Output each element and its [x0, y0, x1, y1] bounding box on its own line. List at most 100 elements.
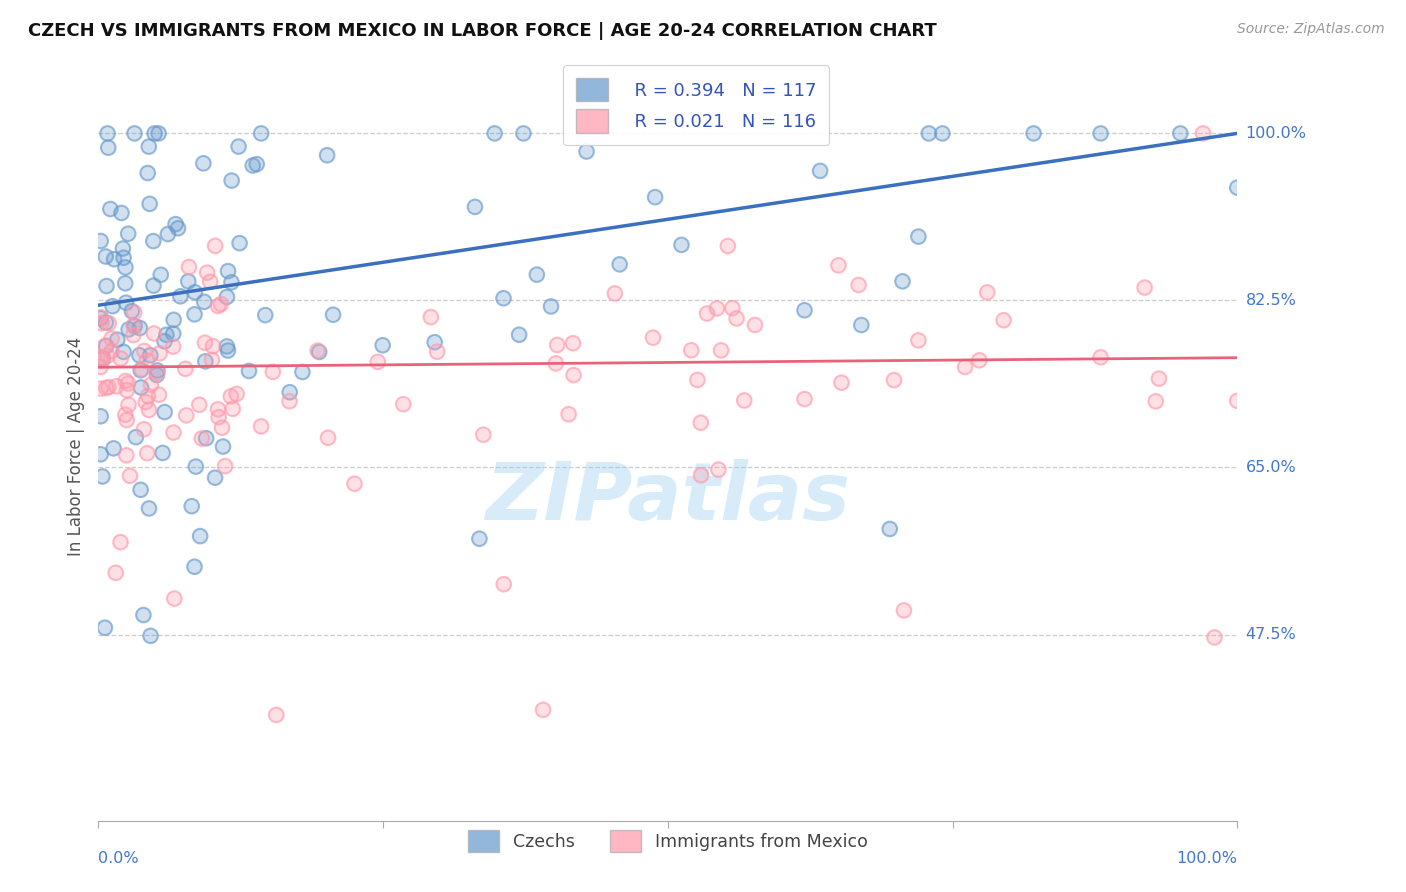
Point: [90, 234, 112, 248]
Text: 0.0%: 0.0%: [98, 851, 139, 866]
Point: [222, 401, 245, 416]
Point: [112, 251, 135, 265]
Point: [546, 338, 568, 352]
Point: [118, 468, 141, 483]
Point: [128, 321, 150, 335]
Point: [117, 376, 139, 391]
Point: [246, 157, 269, 171]
Point: [129, 363, 152, 377]
Point: [808, 164, 831, 178]
Point: [212, 440, 235, 454]
Point: [188, 529, 211, 543]
Point: [156, 227, 179, 241]
Point: [228, 236, 250, 251]
Point: [149, 268, 172, 282]
Point: [544, 356, 567, 370]
Point: [162, 425, 184, 440]
Point: [690, 468, 713, 483]
Point: [194, 354, 217, 368]
Point: [1090, 351, 1112, 365]
Point: [153, 334, 176, 349]
Point: [90, 382, 112, 396]
Point: [94, 339, 117, 353]
Point: [139, 629, 162, 643]
Point: [793, 303, 815, 318]
Point: [641, 331, 664, 345]
Point: [221, 173, 243, 187]
Point: [136, 446, 159, 460]
Text: 100.0%: 100.0%: [1177, 851, 1237, 866]
Point: [138, 501, 160, 516]
Point: [609, 257, 631, 271]
Text: 65.0%: 65.0%: [1246, 460, 1296, 475]
Point: [163, 313, 186, 327]
Point: [689, 416, 711, 430]
Point: [174, 409, 197, 423]
Point: [316, 148, 339, 162]
Point: [163, 313, 186, 327]
Point: [162, 326, 184, 341]
Point: [96, 339, 118, 353]
Point: [94, 316, 117, 330]
Point: [710, 343, 733, 358]
Point: [148, 388, 170, 402]
Point: [184, 459, 207, 474]
Point: [114, 374, 136, 388]
Point: [641, 331, 664, 345]
Point: [156, 227, 179, 241]
Point: [96, 349, 118, 363]
Point: [103, 442, 125, 456]
Point: [225, 387, 247, 401]
Point: [148, 127, 170, 141]
Point: [94, 250, 117, 264]
Point: [793, 303, 815, 318]
Point: [706, 301, 728, 316]
Point: [128, 348, 150, 362]
Point: [250, 127, 273, 141]
Text: Source: ZipAtlas.com: Source: ZipAtlas.com: [1237, 22, 1385, 37]
Point: [195, 431, 218, 445]
Point: [562, 368, 585, 383]
Point: [162, 340, 184, 354]
Point: [184, 285, 207, 300]
Point: [177, 260, 200, 274]
Point: [671, 238, 693, 252]
Point: [153, 405, 176, 419]
Point: [131, 362, 153, 376]
Point: [426, 344, 449, 359]
Point: [94, 621, 117, 635]
Point: [266, 707, 288, 722]
Point: [207, 299, 229, 313]
Point: [125, 430, 148, 444]
Point: [721, 301, 744, 315]
Point: [562, 368, 585, 383]
Point: [96, 339, 118, 353]
Point: [117, 322, 139, 336]
Point: [214, 459, 236, 474]
Point: [183, 307, 205, 321]
Point: [492, 291, 515, 305]
Point: [188, 398, 211, 412]
Point: [146, 367, 169, 381]
Point: [146, 368, 169, 382]
Point: [184, 459, 207, 474]
Point: [316, 431, 339, 445]
Point: [90, 316, 112, 330]
Point: [177, 274, 200, 288]
Point: [848, 277, 870, 292]
Point: [492, 577, 515, 591]
Point: [135, 395, 157, 409]
Point: [139, 629, 162, 643]
Point: [851, 318, 873, 332]
Point: [162, 326, 184, 341]
Point: [907, 334, 929, 348]
Point: [134, 344, 156, 359]
Point: [851, 318, 873, 332]
Point: [103, 252, 125, 267]
Point: [183, 559, 205, 574]
Point: [883, 373, 905, 387]
Point: [710, 343, 733, 358]
Point: [110, 206, 132, 220]
Point: [848, 277, 870, 292]
Point: [142, 234, 165, 248]
